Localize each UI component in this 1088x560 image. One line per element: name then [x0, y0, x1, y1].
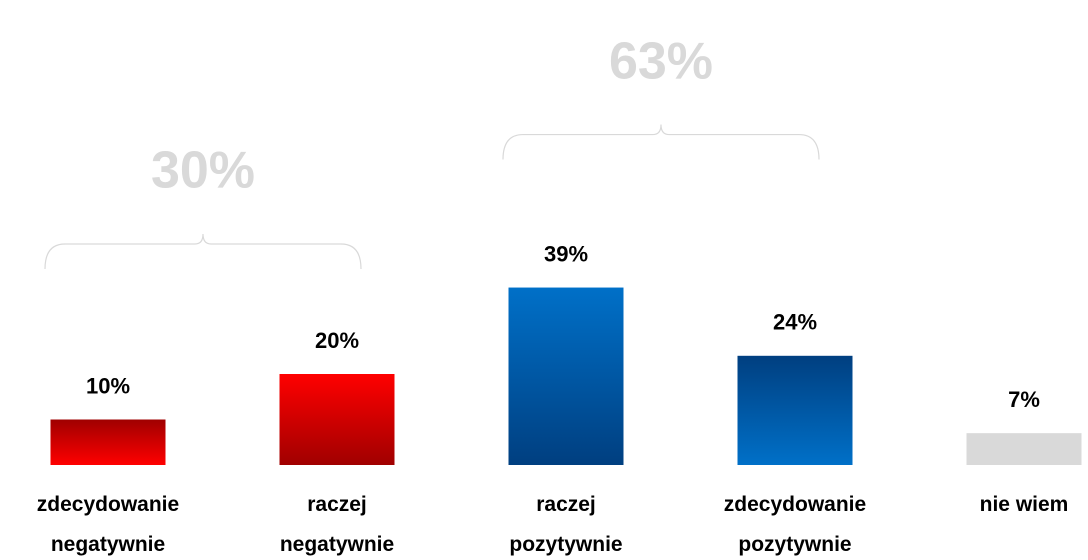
bar — [50, 419, 166, 465]
x-tick-label: nie wiem — [980, 493, 1069, 516]
value-label: 39% — [544, 241, 588, 266]
x-tick-label-line: raczej — [536, 493, 596, 516]
x-tick-label-line: negatywnie — [280, 533, 394, 556]
x-tick-label-line: zdecydowanie — [724, 493, 866, 516]
bar — [737, 355, 853, 465]
value-label: 7% — [1008, 387, 1040, 412]
bar — [508, 287, 624, 465]
bar — [279, 374, 395, 465]
x-tick-label-line: pozytywnie — [738, 533, 851, 556]
x-tick-label: zdecydowanie pozytywnie — [724, 493, 866, 556]
x-tick-label: raczej negatywnie — [280, 493, 394, 556]
x-tick-label: zdecydowanie negatywnie — [37, 493, 179, 556]
x-tick-label: raczej pozytywnie — [509, 493, 622, 556]
value-label: 20% — [315, 328, 359, 353]
bracket — [502, 124, 820, 160]
x-tick-label-line: nie wiem — [980, 493, 1069, 516]
value-label: 24% — [773, 310, 817, 335]
value-label: 10% — [86, 373, 130, 398]
group-total: 30% — [151, 142, 255, 200]
bracket — [44, 233, 362, 270]
x-tick-label-line: zdecydowanie — [37, 493, 179, 516]
bar — [966, 433, 1082, 465]
x-tick-label-line: negatywnie — [51, 533, 165, 556]
x-tick-label-line: pozytywnie — [509, 533, 622, 556]
x-tick-label-line: raczej — [307, 493, 367, 516]
group-total: 63% — [609, 32, 713, 90]
